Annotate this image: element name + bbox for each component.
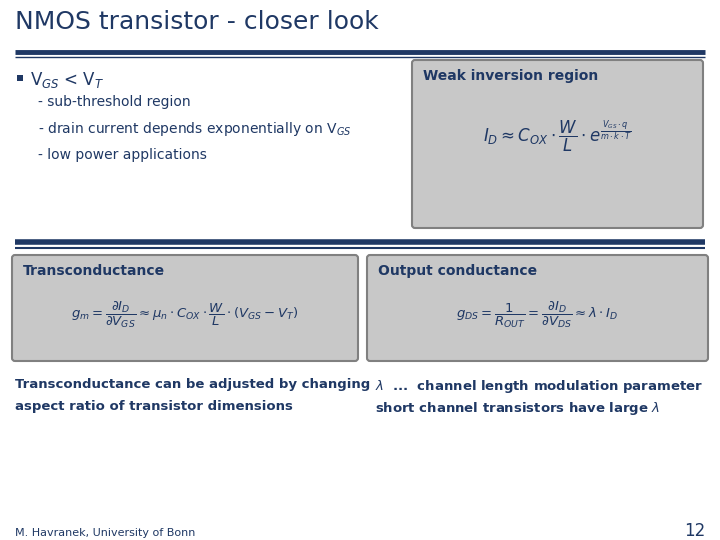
Text: 12: 12: [684, 522, 705, 540]
Text: - low power applications: - low power applications: [38, 148, 207, 162]
Text: $\lambda$  ...  channel length modulation parameter: $\lambda$ ... channel length modulation …: [375, 378, 703, 395]
Text: V$_{GS}$ < V$_T$: V$_{GS}$ < V$_T$: [30, 70, 104, 90]
FancyBboxPatch shape: [367, 255, 708, 361]
Text: Transconductance can be adjusted by changing: Transconductance can be adjusted by chan…: [15, 378, 370, 391]
Text: aspect ratio of transistor dimensions: aspect ratio of transistor dimensions: [15, 400, 293, 413]
Text: Output conductance: Output conductance: [378, 264, 537, 278]
Text: Weak inversion region: Weak inversion region: [423, 69, 598, 83]
Text: $I_D \approx C_{OX} \cdot \dfrac{W}{L} \cdot e^{\frac{V_{GS}\cdot q}{m\cdot k\cd: $I_D \approx C_{OX} \cdot \dfrac{W}{L} \…: [483, 118, 632, 154]
Text: $g_{DS} = \dfrac{1}{R_{OUT}} = \dfrac{\partial I_D}{\partial V_{DS}} \approx \la: $g_{DS} = \dfrac{1}{R_{OUT}} = \dfrac{\p…: [456, 300, 618, 330]
Text: $g_m = \dfrac{\partial I_D}{\partial V_{GS}} \approx \mu_n \cdot C_{OX} \cdot \d: $g_m = \dfrac{\partial I_D}{\partial V_{…: [71, 300, 299, 330]
Text: NMOS transistor - closer look: NMOS transistor - closer look: [15, 10, 379, 34]
Text: M. Havranek, University of Bonn: M. Havranek, University of Bonn: [15, 528, 195, 538]
FancyBboxPatch shape: [412, 60, 703, 228]
Text: Transconductance: Transconductance: [23, 264, 165, 278]
FancyBboxPatch shape: [12, 255, 358, 361]
Text: - drain current depends exponentially on V$_{GS}$: - drain current depends exponentially on…: [38, 120, 351, 138]
Text: - sub-threshold region: - sub-threshold region: [38, 95, 191, 109]
Text: short channel transistors have large $\lambda$: short channel transistors have large $\l…: [375, 400, 660, 417]
